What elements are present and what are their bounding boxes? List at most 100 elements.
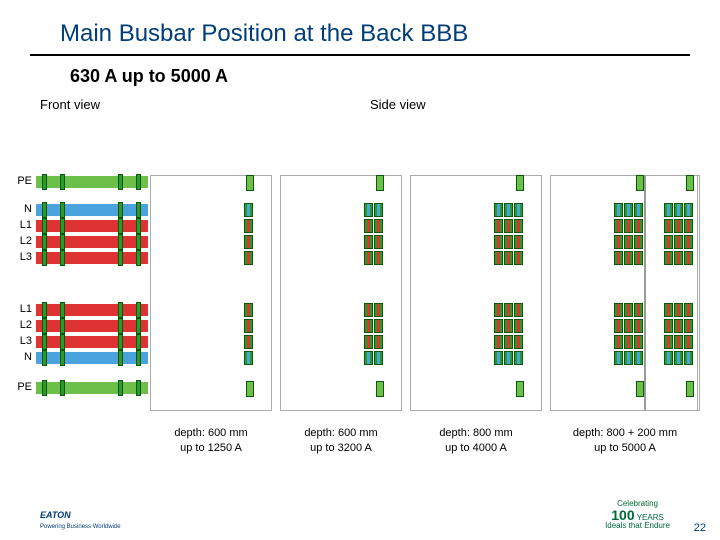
- busbar-core: [377, 236, 380, 248]
- busbar-core: [367, 320, 370, 332]
- front-support-tick: [42, 202, 47, 218]
- busbar-core: [637, 204, 640, 216]
- busbar-core: [667, 252, 670, 264]
- panel-2-outline: [280, 175, 402, 411]
- busbar-core: [517, 236, 520, 248]
- busbar-side: [494, 335, 503, 349]
- busbar-side: [504, 251, 513, 265]
- busbar-side: [374, 203, 383, 217]
- front-pe-bottom: PE: [36, 381, 148, 397]
- busbar-side: [364, 235, 373, 249]
- busbar-core: [627, 204, 630, 216]
- phase-row-side: [614, 303, 643, 317]
- busbar-core: [687, 304, 690, 316]
- busbar-core: [507, 236, 510, 248]
- busbar-side: [674, 303, 683, 317]
- row-label: L2: [8, 319, 32, 331]
- busbar-side: [624, 219, 633, 233]
- front-row: L3: [36, 335, 148, 349]
- pe-busbar-side: [636, 381, 644, 397]
- phase-row-side: [364, 303, 383, 317]
- busbar-side: [634, 303, 643, 317]
- front-support-tick: [60, 350, 65, 366]
- view-labels-row: Front view Side view: [0, 97, 720, 112]
- busbar-side: [514, 203, 523, 217]
- busbar-core: [507, 320, 510, 332]
- phase-row-side: [364, 203, 383, 217]
- phase-row-side: [244, 203, 253, 217]
- busbar-core: [687, 204, 690, 216]
- phase-row-side: [664, 251, 693, 265]
- busbar-core: [507, 204, 510, 216]
- front-support-tick: [42, 318, 47, 334]
- phase-row-side: [494, 219, 523, 233]
- front-support-tick: [60, 250, 65, 266]
- phase-busbar-group-side: [494, 303, 523, 367]
- busbar-side: [364, 335, 373, 349]
- busbar-core: [367, 204, 370, 216]
- caption-1-line2: up to 1250 A: [180, 442, 242, 454]
- phase-busbar-group-side: [494, 203, 523, 267]
- busbar-side: [614, 235, 623, 249]
- busbar-core: [367, 236, 370, 248]
- front-support-tick: [118, 302, 123, 318]
- busbar-core: [617, 204, 620, 216]
- busbar-side: [684, 319, 693, 333]
- busbar-core: [637, 352, 640, 364]
- busbar-core: [507, 304, 510, 316]
- front-support-tick: [136, 250, 141, 266]
- busbar-core: [377, 304, 380, 316]
- front-pe-top: PE: [36, 175, 148, 191]
- busbar-side: [244, 303, 253, 317]
- pe-busbar-side: [686, 381, 694, 397]
- front-hbar: [36, 320, 148, 332]
- row-label: L1: [8, 303, 32, 315]
- front-support-tick: [118, 174, 123, 190]
- busbar-side: [674, 219, 683, 233]
- phase-row-side: [614, 203, 643, 217]
- busbar-side: [494, 219, 503, 233]
- front-support-tick: [60, 318, 65, 334]
- front-row: L1: [36, 303, 148, 317]
- phase-row-side: [494, 351, 523, 365]
- busbar-side: [624, 351, 633, 365]
- anniversary-logo: Celebrating 100 YEARS Ideals that Endure: [605, 500, 670, 530]
- busbar-core: [627, 336, 630, 348]
- busbar-core: [677, 220, 680, 232]
- busbar-core: [617, 352, 620, 364]
- phase-row-side: [494, 335, 523, 349]
- front-row: L1: [36, 219, 148, 233]
- busbar-core: [497, 220, 500, 232]
- phase-row-side: [664, 335, 693, 349]
- busbar-side: [684, 235, 693, 249]
- busbar-core: [377, 320, 380, 332]
- busbar-core: [677, 236, 680, 248]
- busbar-side: [374, 319, 383, 333]
- busbar-core: [677, 252, 680, 264]
- pe-busbar-side: [376, 381, 384, 397]
- phase-row-side: [614, 351, 643, 365]
- busbar-core: [497, 204, 500, 216]
- phase-row-side: [244, 351, 253, 365]
- busbar-core: [367, 252, 370, 264]
- pe-busbar-side: [686, 175, 694, 191]
- front-row: PE: [36, 381, 148, 395]
- busbar-core: [617, 252, 620, 264]
- caption-2-line1: depth: 600 mm: [304, 427, 377, 439]
- front-support-tick: [42, 380, 47, 396]
- busbar-side: [374, 303, 383, 317]
- busbar-side: [664, 351, 673, 365]
- front-support-tick: [60, 234, 65, 250]
- front-support-tick: [60, 380, 65, 396]
- anniv-tag: Ideals that Endure: [605, 521, 670, 530]
- busbar-core: [247, 252, 250, 264]
- busbar-side: [364, 203, 373, 217]
- busbar-side: [634, 319, 643, 333]
- phase-row-side: [494, 319, 523, 333]
- busbar-core: [617, 320, 620, 332]
- page-number: 22: [694, 522, 706, 534]
- busbar-core: [677, 204, 680, 216]
- busbar-core: [667, 336, 670, 348]
- front-hbar: [36, 304, 148, 316]
- busbar-side: [514, 219, 523, 233]
